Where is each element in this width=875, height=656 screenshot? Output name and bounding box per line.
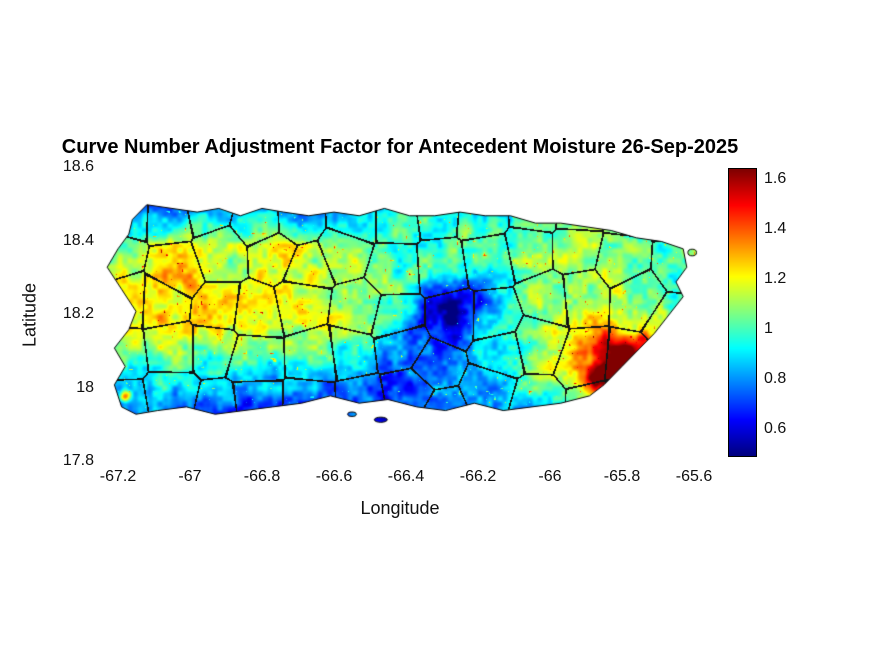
colorbar-tick-label: 1 [764, 320, 773, 338]
x-tick-labels: -67.2 -67 -66.8 -66.6 -66.4 -66.2 -66 -65.8 -65.… [0, 468, 875, 490]
colorbar-tick-label: 1.2 [764, 270, 787, 288]
heatmap-map-canvas [100, 168, 700, 462]
chart-title: Curve Number Adjustment Factor for Antec… [61, 136, 739, 158]
colorbar-tick-label: 1.6 [764, 170, 787, 188]
y-tick-label: 18.4 [62, 231, 94, 249]
x-tick-label: -67 [178, 468, 202, 485]
y-tick-label: 18.2 [62, 305, 94, 322]
x-tick-label: -65.6 [675, 468, 713, 485]
colorbar [728, 168, 757, 457]
x-tick-label: -67.2 [99, 468, 137, 485]
y-tick-label: 18 [76, 378, 94, 396]
y-tick-labels: 18.6 18.4 18.2 18 17.8 [30, 0, 94, 656]
colorbar-tick-label: 0.6 [764, 420, 787, 438]
colorbar-tick-label: 0.8 [764, 370, 787, 388]
y-tick-label: 17.8 [62, 452, 94, 469]
y-tick-label: 18.6 [62, 158, 94, 175]
x-tick-label: -66.4 [387, 468, 425, 485]
x-tick-label: -66.8 [243, 468, 281, 485]
x-tick-label: -65.8 [603, 468, 641, 485]
x-tick-label: -66 [538, 468, 562, 485]
x-tick-label: -66.6 [315, 468, 353, 485]
colorbar-tick-labels: 0.6 0.8 1 1.2 1.4 1.6 [764, 0, 824, 656]
x-axis-label: Longitude [360, 498, 440, 518]
colorbar-tick-label: 1.4 [764, 220, 787, 238]
x-tick-label: -66.2 [459, 468, 497, 485]
